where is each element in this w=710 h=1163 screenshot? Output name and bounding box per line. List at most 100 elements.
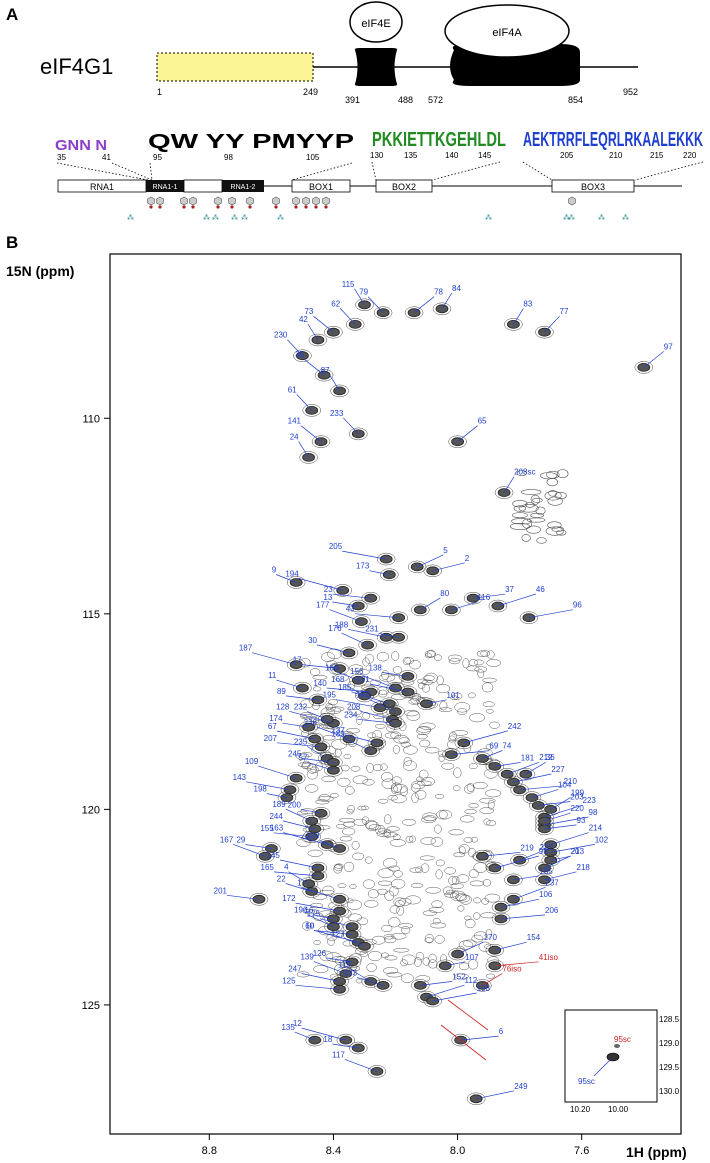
contour-peak xyxy=(471,934,484,943)
contour-peak xyxy=(390,782,402,793)
sequence-logo-4: AEKTRRFLEQRLRKAALEKKK 205 210 215 220 xyxy=(523,129,703,160)
segment-box2 xyxy=(375,179,433,193)
contour-peak xyxy=(425,887,442,894)
contour-peak-sidechain xyxy=(532,497,543,503)
peak-contour-42 xyxy=(308,333,328,347)
contour-peak xyxy=(464,915,472,921)
peak-contour-117 xyxy=(367,1065,387,1078)
contour-peak xyxy=(469,713,486,723)
contour-peak-sidechain xyxy=(536,537,547,544)
contour-peak xyxy=(368,889,379,899)
x-axis: 8.8 8.4 8.0 7.6 xyxy=(202,1134,589,1157)
peak-contour-177 xyxy=(352,615,371,628)
peak-label-61: 61 xyxy=(288,385,297,394)
contour-peak xyxy=(321,652,336,662)
logo-2-tick-105: 105 xyxy=(306,153,320,162)
leader-57 xyxy=(307,761,334,771)
peak-label-235: 235 xyxy=(294,738,308,747)
peak-label-173: 173 xyxy=(356,562,370,571)
contour-peak xyxy=(401,818,417,826)
peak-label-22: 22 xyxy=(277,875,286,884)
contour-peak xyxy=(327,648,343,660)
contour-peak xyxy=(454,973,469,980)
contour-peak xyxy=(482,879,492,887)
peak-label-106: 106 xyxy=(539,890,553,899)
contour-peak xyxy=(349,664,364,672)
peak-contour-200 xyxy=(311,807,331,820)
glyco-hexagon xyxy=(272,196,280,206)
contour-peak xyxy=(383,934,395,940)
rna-binding-domain xyxy=(156,52,314,82)
logo-4-letters: AEKTRRFLEQRLRKAALEKKK xyxy=(523,129,703,151)
contour-peak xyxy=(356,716,363,725)
peak-label-218: 218 xyxy=(577,863,591,872)
contour-peak xyxy=(393,870,403,878)
peak-contour-194 xyxy=(333,584,352,597)
logo-3-letters: PKKIETTKGEHLDL xyxy=(372,129,506,151)
contour-peak xyxy=(452,890,459,899)
peak-label-104: 104 xyxy=(558,781,572,790)
leader-128 xyxy=(289,710,334,724)
contour-peak xyxy=(307,849,323,857)
peak-label-207: 207 xyxy=(264,734,278,743)
contour-peak xyxy=(375,723,386,729)
contour-peak xyxy=(438,754,446,762)
contour-peak xyxy=(478,941,492,952)
peak-contour-208sc xyxy=(494,486,514,499)
contour-peak xyxy=(419,722,436,730)
inset-xtick-1: 10.20 xyxy=(570,1105,591,1114)
peak-label-155: 155 xyxy=(260,824,274,833)
contour-peak xyxy=(462,939,477,947)
leader-199 xyxy=(550,797,571,810)
leader-42 xyxy=(307,323,319,341)
contour-peak xyxy=(453,767,462,778)
pos-1: 1 xyxy=(157,87,162,97)
peak-contour-80 xyxy=(411,603,430,617)
contour-peak xyxy=(322,735,336,741)
peak-label-41iso: 41iso xyxy=(539,953,559,962)
leader-22 xyxy=(285,883,312,892)
peak-label-237: 237 xyxy=(545,878,559,887)
contour-peak xyxy=(413,957,422,967)
leader-233 xyxy=(343,417,359,435)
contour-peak xyxy=(362,712,371,720)
peak-contour-69 xyxy=(442,748,461,761)
contour-peak xyxy=(378,798,389,804)
leader-101 xyxy=(426,699,447,705)
peak-label-20: 20 xyxy=(571,847,580,856)
contour-peak xyxy=(377,880,392,886)
leader-24 xyxy=(298,441,309,458)
leader-18 xyxy=(332,1043,359,1049)
contour-peak xyxy=(463,837,474,843)
contour-peak xyxy=(448,735,456,743)
contour-peak xyxy=(319,889,335,895)
peak-contour-74 xyxy=(473,752,492,765)
contour-peak xyxy=(330,706,345,712)
peak-contour-189 xyxy=(361,744,380,757)
contour-peak xyxy=(480,912,497,919)
leader-105 xyxy=(513,875,540,881)
logo-1-tick-35: 35 xyxy=(57,153,66,162)
contour-peak xyxy=(353,818,368,826)
leader-208sc xyxy=(503,476,515,493)
logo-2-tick-98: 98 xyxy=(224,153,233,162)
leader-107 xyxy=(445,961,466,967)
segment-rna1-1 xyxy=(146,180,184,192)
leader-173 xyxy=(369,570,390,576)
logo-1-tick-41: 41 xyxy=(102,153,111,162)
peak-label-42: 42 xyxy=(299,315,308,324)
phospho-dot xyxy=(149,205,153,209)
contour-peak xyxy=(442,886,454,896)
glyco-hexagon xyxy=(292,196,300,206)
peak-label-247: 247 xyxy=(288,965,302,974)
peak-contour-104 xyxy=(522,791,542,804)
contour-peak xyxy=(410,883,424,888)
contour-peak xyxy=(346,728,361,734)
contour-peak xyxy=(376,652,390,662)
contour-peak xyxy=(448,876,457,886)
contour-peak xyxy=(452,730,469,736)
phospho-dot xyxy=(216,205,220,209)
leader-35 xyxy=(303,358,325,376)
peak-label-125: 125 xyxy=(282,976,296,985)
contour-peak xyxy=(395,900,405,907)
